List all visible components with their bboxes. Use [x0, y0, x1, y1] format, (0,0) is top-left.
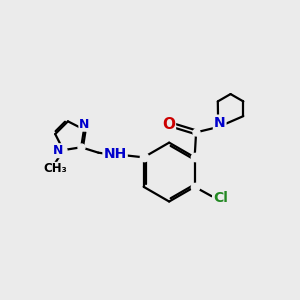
Text: N: N: [214, 116, 226, 130]
Text: NH: NH: [103, 147, 127, 161]
Text: N: N: [80, 118, 90, 131]
Text: CH₃: CH₃: [43, 162, 67, 176]
Text: Cl: Cl: [213, 191, 228, 205]
Text: N: N: [53, 144, 63, 157]
Text: O: O: [162, 117, 175, 132]
